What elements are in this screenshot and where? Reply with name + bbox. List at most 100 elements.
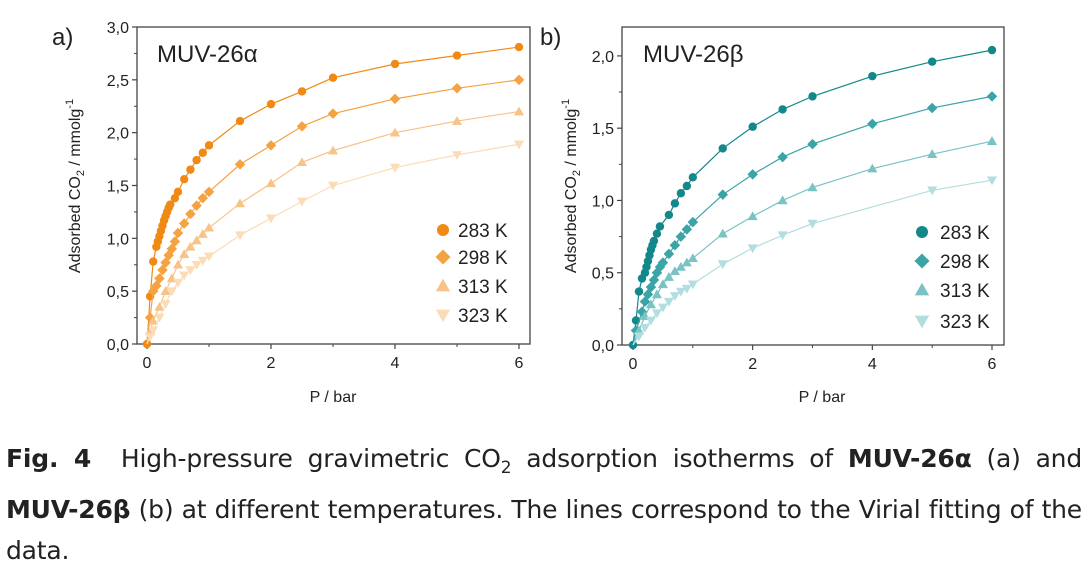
data-point (675, 287, 686, 297)
data-point (718, 144, 727, 153)
data-point (172, 227, 184, 239)
data-point (170, 193, 180, 203)
data-point (986, 91, 998, 102)
data-point (986, 176, 998, 186)
data-point (778, 105, 787, 114)
data-point (451, 83, 463, 94)
data-point (747, 244, 758, 254)
y-tick-label: 3,0 (107, 20, 129, 37)
y-tick-label: 0,0 (107, 337, 129, 354)
data-point (717, 189, 728, 200)
data-point (197, 229, 208, 238)
y-axis-label: Adsorbed CO2 / mmolg-1 (560, 99, 583, 273)
data-point (451, 116, 463, 125)
x-axis-label: P / bar (310, 389, 358, 406)
data-point (197, 192, 209, 204)
data-point (180, 174, 189, 184)
y-tick-label: 2,5 (107, 73, 129, 90)
data-point (234, 231, 246, 241)
data-point (807, 138, 818, 150)
series-283k (142, 42, 524, 349)
y-axis-label-sup: -1 (64, 99, 76, 109)
data-point (328, 73, 338, 82)
data-point (808, 92, 817, 101)
data-point (675, 261, 686, 271)
caption-text: High-pressure gravimetric CO (91, 444, 501, 473)
data-point (663, 297, 674, 307)
legend-label: 323 K (940, 312, 990, 333)
data-point (148, 315, 159, 325)
data-point (203, 222, 215, 232)
legend-marker (914, 253, 930, 269)
data-point (154, 301, 165, 311)
data-point (389, 127, 401, 137)
data-point (645, 299, 656, 309)
panel-b-chart: b) MUV-26β 0,0 0,5 1,0 1,5 2,0 0 2 4 6 P / bar Adsor… (540, 24, 1005, 406)
data-point (513, 106, 525, 116)
data-point (682, 181, 692, 191)
legend-label: 283 K (458, 221, 508, 242)
panel-label: b) (540, 24, 561, 51)
y-tick-label: 1,0 (592, 193, 614, 210)
data-point (687, 253, 698, 263)
data-point (234, 198, 246, 208)
data-point (160, 300, 171, 309)
legend-marker (914, 282, 930, 296)
y-axis-label-sup: -1 (560, 99, 572, 109)
data-point (266, 99, 276, 109)
x-tick-label: 4 (868, 356, 877, 373)
data-point (986, 136, 998, 145)
x-tick-label: 4 (391, 355, 400, 372)
caption-subscript: 2 (500, 458, 512, 478)
data-point (166, 200, 175, 209)
data-point (172, 259, 184, 269)
data-point (868, 71, 877, 81)
y-tick-label: 1,5 (592, 121, 614, 138)
y-tick-label: 2,0 (107, 126, 129, 143)
series-298k (630, 91, 998, 346)
data-point (197, 256, 208, 266)
y-tick-label: 0,5 (107, 284, 129, 301)
data-point (687, 280, 698, 290)
data-point (234, 159, 246, 170)
data-point (327, 108, 339, 119)
data-point (675, 231, 687, 242)
y-axis-label-unit: / mmolg (563, 109, 580, 170)
series-313k (145, 106, 525, 345)
x-tick-label: 0 (629, 356, 638, 373)
data-point (926, 102, 938, 114)
data-point (160, 286, 171, 295)
data-point (747, 169, 758, 180)
data-point (777, 195, 788, 205)
data-point (669, 240, 681, 251)
data-point (297, 87, 307, 96)
panel-title: MUV-26α (157, 41, 258, 68)
data-point (664, 210, 674, 220)
panel-a-chart: a) MUV-26α 0,0 0,5 1,0 1,5 2,0 2,5 3,0 0 2 4 6 P / ba… (52, 20, 531, 406)
data-point (927, 186, 938, 196)
legend-marker (914, 315, 930, 329)
series-283k (628, 45, 997, 350)
data-point (178, 218, 190, 229)
data-point (747, 211, 758, 221)
data-point (669, 292, 680, 301)
y-axis-label-main: Adsorbed CO (563, 176, 580, 273)
data-point (185, 241, 196, 251)
data-point (634, 287, 644, 296)
x-tick-label: 6 (515, 355, 524, 372)
y-tick-label: 1,0 (107, 231, 129, 248)
data-point (148, 326, 159, 336)
caption-text: (a) and (971, 444, 1082, 473)
panel-title: MUV-26β (643, 41, 744, 68)
data-point (179, 249, 190, 258)
data-point (204, 141, 214, 150)
data-point (669, 266, 680, 276)
data-point (649, 236, 659, 246)
data-point (927, 149, 938, 158)
data-point (777, 231, 788, 241)
x-tick-label: 0 (143, 355, 152, 372)
data-point (296, 121, 308, 132)
data-point (651, 289, 662, 299)
data-point (173, 187, 183, 197)
data-point (652, 229, 662, 238)
